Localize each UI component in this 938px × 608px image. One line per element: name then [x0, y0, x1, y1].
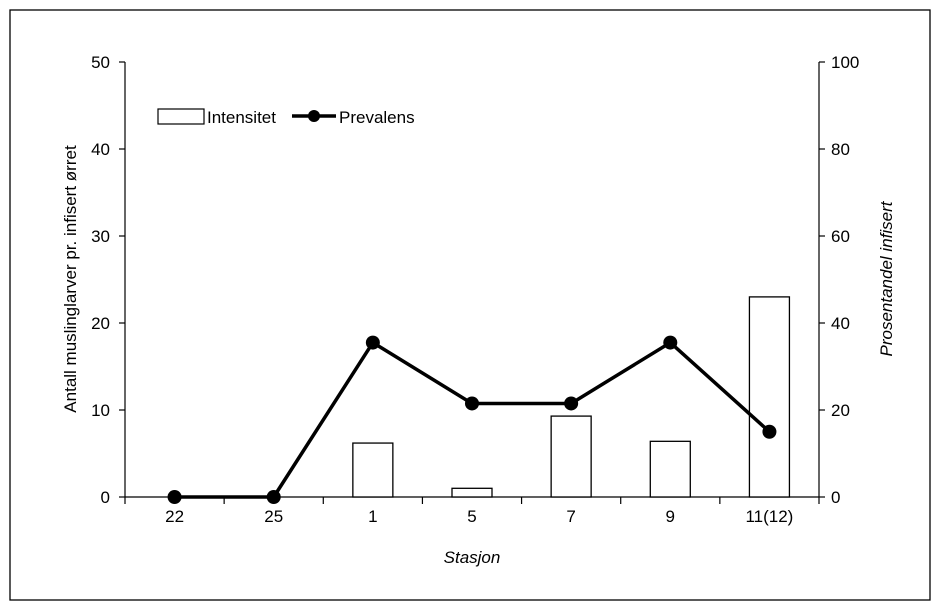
point-prevalens	[167, 490, 182, 504]
ticks: 0 10 20 30 40 50 0 20 40 60 80 100 22 25 1 5 7 9 11(12)	[91, 53, 859, 526]
y2-axis-title: Prosentandel infisert	[877, 200, 896, 356]
x-tick-label: 1	[368, 507, 377, 526]
x-tick-label: 7	[566, 507, 575, 526]
y-axis-title: Antall muslinglarver pr. infisert ørret	[61, 145, 80, 413]
point-prevalens	[365, 335, 380, 350]
bar-intensitet	[649, 440, 691, 498]
y2-tick-label: 100	[831, 53, 859, 72]
point-prevalens	[465, 396, 479, 411]
x-tick-label: 5	[467, 507, 476, 526]
legend-label-prevalens: Prevalens	[339, 108, 415, 127]
y2-tick-label: 60	[831, 227, 850, 246]
point-prevalens	[266, 490, 281, 504]
legend-label-intensitet: Intensitet	[207, 108, 276, 127]
x-tick-label: 11(12)	[745, 507, 793, 526]
x-tick-label: 25	[264, 507, 283, 526]
bar-intensitet	[352, 442, 394, 498]
legend-swatch-intensitet	[157, 108, 205, 125]
bars	[352, 296, 791, 498]
y-tick-label: 50	[91, 53, 110, 72]
y2-tick-label: 20	[831, 401, 850, 420]
x-tick-label: 9	[666, 507, 675, 526]
y2-tick-label: 80	[831, 140, 850, 159]
legend: Intensitet Prevalens	[157, 108, 415, 127]
point-prevalens	[762, 424, 777, 439]
y2-tick-label: 0	[831, 488, 840, 507]
bar-intensitet	[748, 296, 791, 498]
point-prevalens	[564, 396, 579, 411]
line-series	[167, 335, 777, 504]
y-tick-label: 10	[91, 401, 110, 420]
y-tick-label: 30	[91, 227, 110, 246]
legend-swatch-prevalens-marker	[308, 110, 320, 122]
y-tick-label: 20	[91, 314, 110, 333]
x-axis-title: Stasjon	[444, 548, 501, 567]
x-tick-label: 22	[165, 507, 184, 526]
bar-intensitet	[451, 487, 493, 498]
y-tick-label: 40	[91, 140, 110, 159]
y-tick-label: 0	[101, 488, 110, 507]
point-prevalens	[663, 335, 678, 350]
y2-tick-label: 40	[831, 314, 850, 333]
bar-intensitet	[550, 415, 592, 498]
